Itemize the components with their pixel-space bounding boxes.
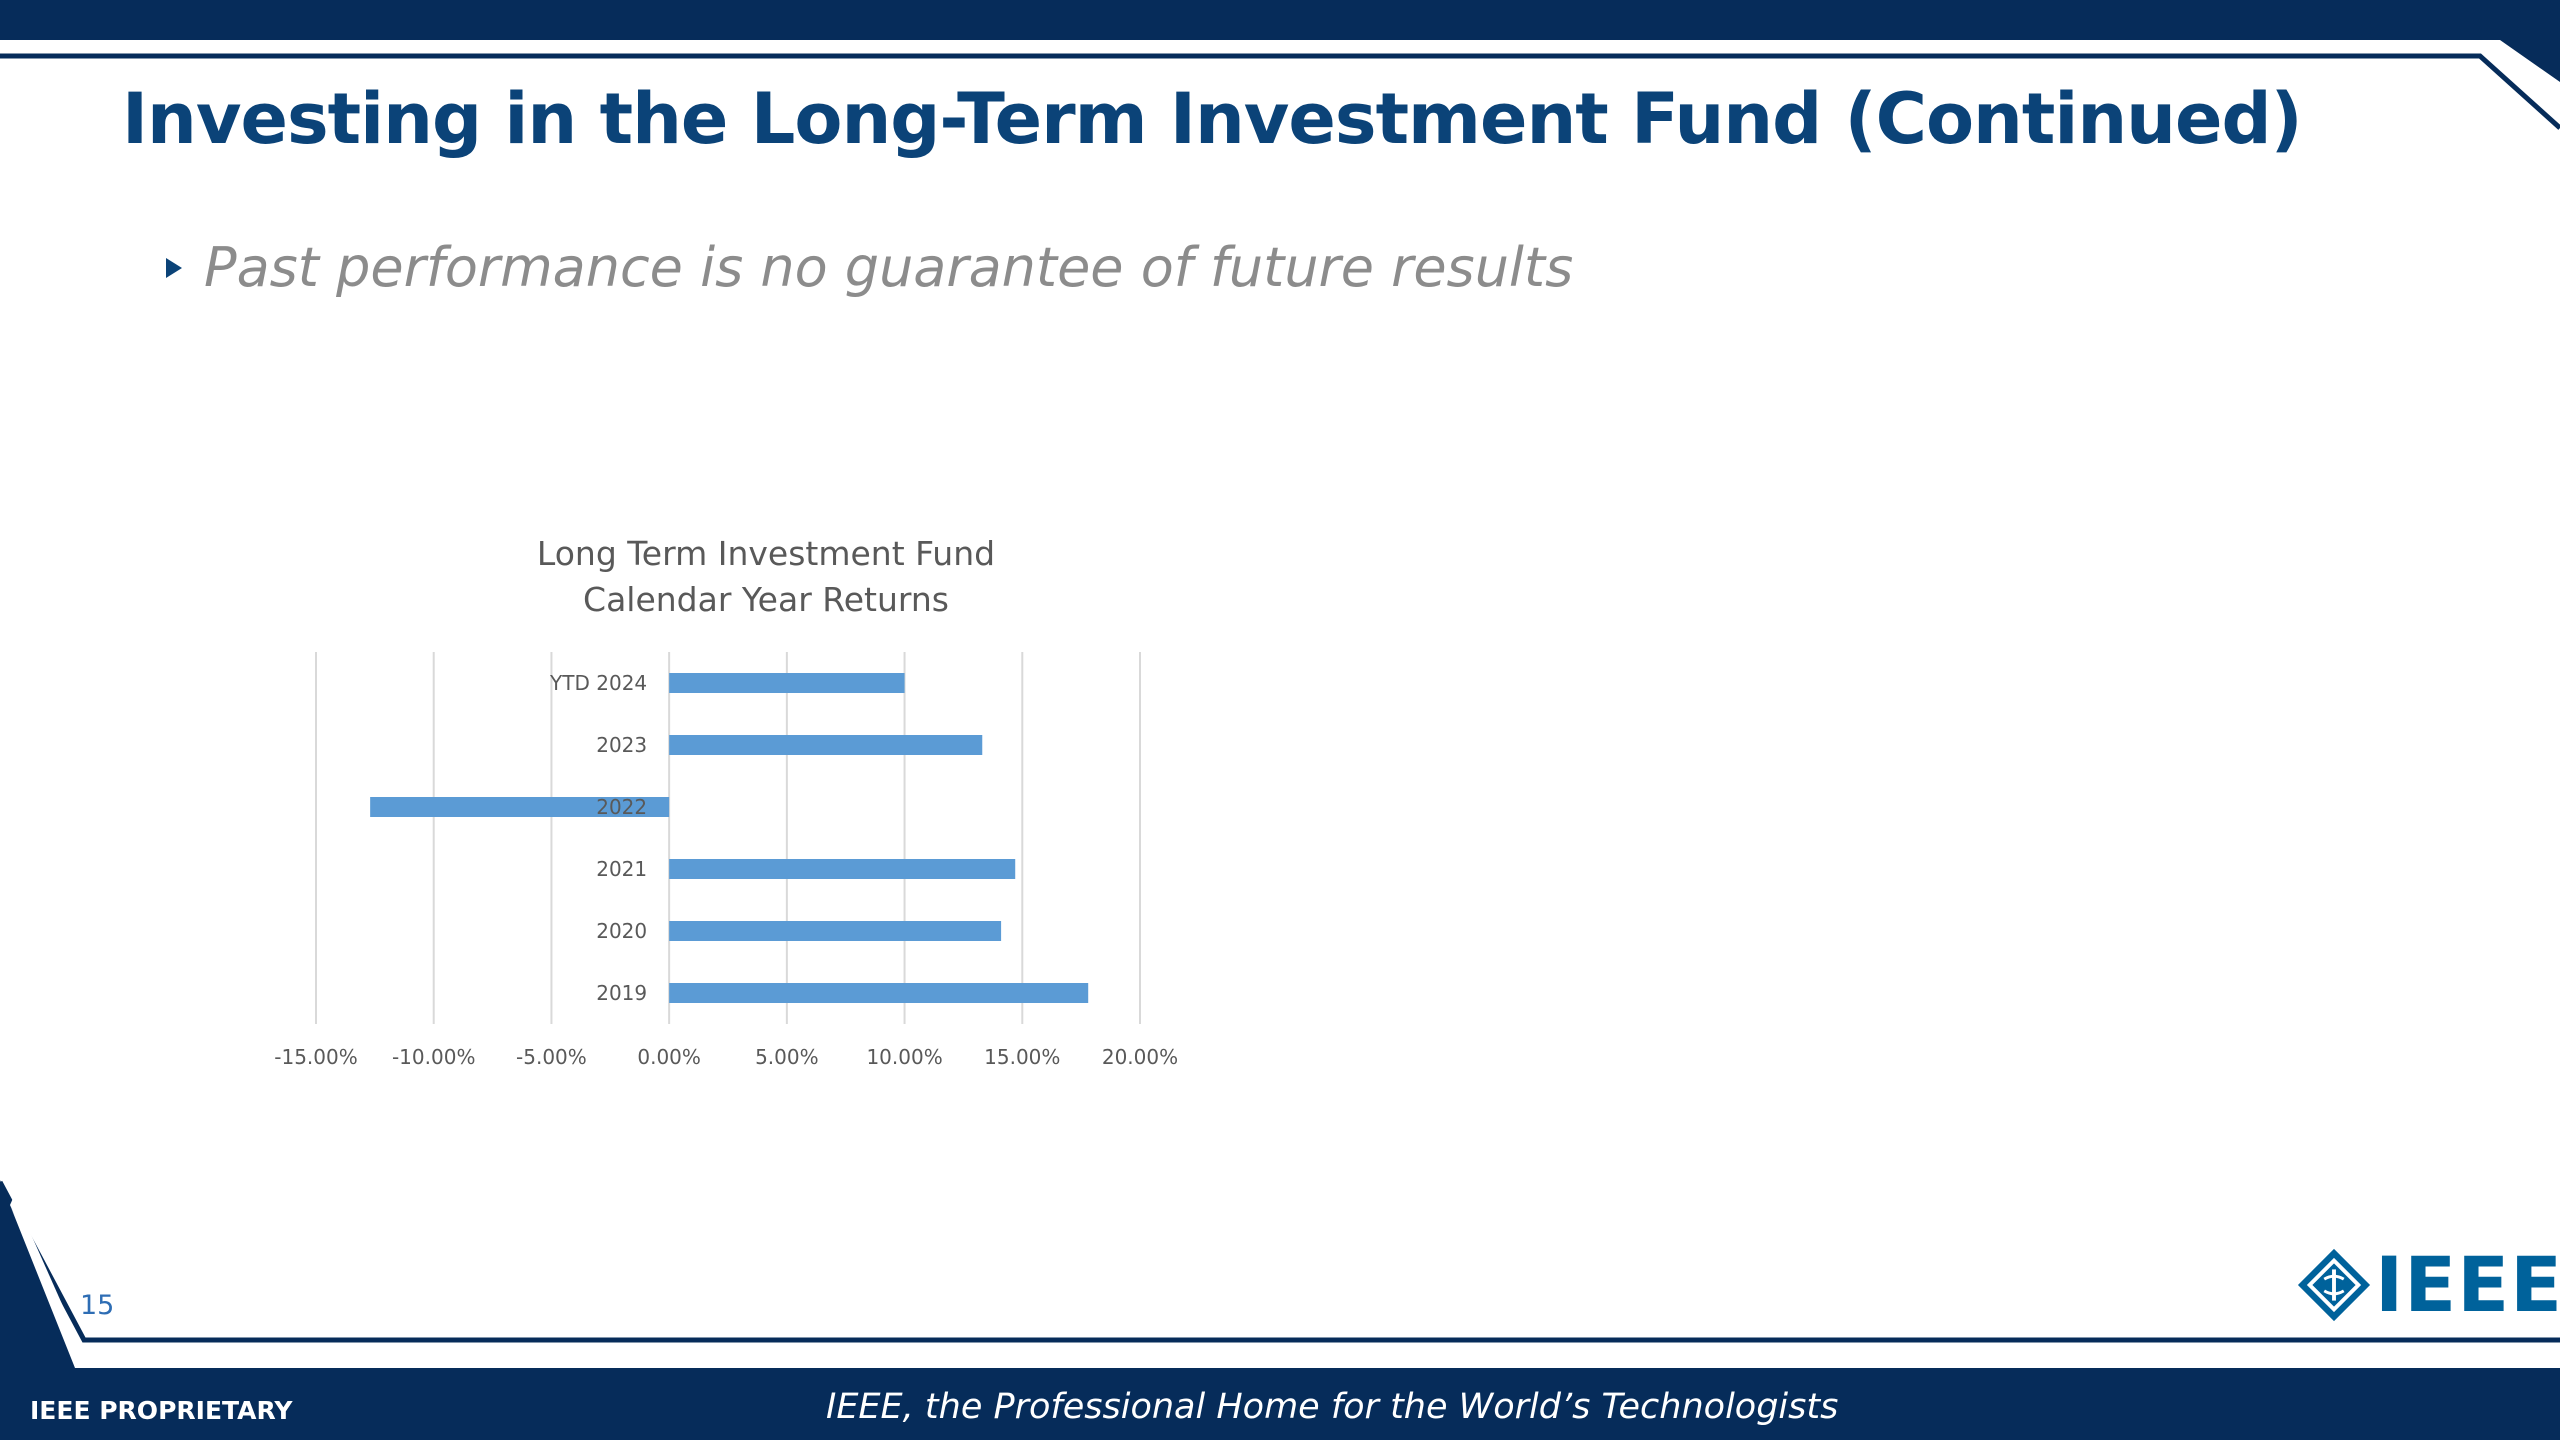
bar xyxy=(669,735,983,755)
bar xyxy=(669,921,1002,941)
slide-title: Investing in the Long-Term Investment Fu… xyxy=(122,78,2303,160)
x-tick-label: 10.00% xyxy=(866,1045,942,1069)
page-number: 15 xyxy=(80,1290,115,1321)
bullet-text: Past performance is no guarantee of futu… xyxy=(204,236,1574,299)
ieee-diamond-logo-icon xyxy=(2297,1248,2371,1321)
x-tick-label: -5.00% xyxy=(516,1045,587,1069)
chart-bars xyxy=(370,673,1089,1003)
bottom-left-white-wedge xyxy=(10,1196,78,1340)
bottom-navy-band xyxy=(0,1180,2560,1440)
chart-x-tick-labels: -15.00% -10.00% -5.00% 0.00% 5.00% 10.00% 15.0… xyxy=(274,1045,1178,1069)
chart-category-labels: YTD 2024 2023 2022 2021 2020 2019 xyxy=(549,671,647,1005)
chart-title-line-2: Calendar Year Returns xyxy=(583,580,949,619)
bar xyxy=(370,797,670,817)
x-tick-label: -15.00% xyxy=(274,1045,357,1069)
chart-gridlines xyxy=(315,652,1141,1024)
chart-title-line-1: Long Term Investment Fund xyxy=(537,534,995,573)
bar xyxy=(669,983,1089,1003)
bar xyxy=(669,673,905,693)
bar xyxy=(669,859,1016,879)
footer-tagline: IEEE, the Professional Home for the Worl… xyxy=(826,1387,1839,1427)
ieee-logo: IEEE xyxy=(2295,1240,2560,1329)
category-label: 2020 xyxy=(596,919,647,943)
category-label: 2021 xyxy=(596,857,647,881)
ieee-wordmark: IEEE xyxy=(2375,1240,2560,1329)
x-tick-label: 15.00% xyxy=(984,1045,1060,1069)
x-tick-label: 0.00% xyxy=(637,1045,701,1069)
footer-proprietary: IEEE PROPRIETARY xyxy=(30,1396,293,1425)
category-label: 2022 xyxy=(596,795,647,819)
bullet-point: Past performance is no guarantee of futu… xyxy=(166,236,1573,299)
category-label: 2023 xyxy=(596,733,647,757)
category-label: YTD 2024 xyxy=(549,671,647,695)
category-label: 2019 xyxy=(596,981,647,1005)
triangle-bullet-icon xyxy=(166,257,182,278)
x-tick-label: -10.00% xyxy=(392,1045,475,1069)
top-navy-band xyxy=(0,0,2560,82)
x-tick-label: 5.00% xyxy=(755,1045,819,1069)
top-frame-line xyxy=(0,53,2560,130)
x-tick-label: 20.00% xyxy=(1102,1045,1178,1069)
